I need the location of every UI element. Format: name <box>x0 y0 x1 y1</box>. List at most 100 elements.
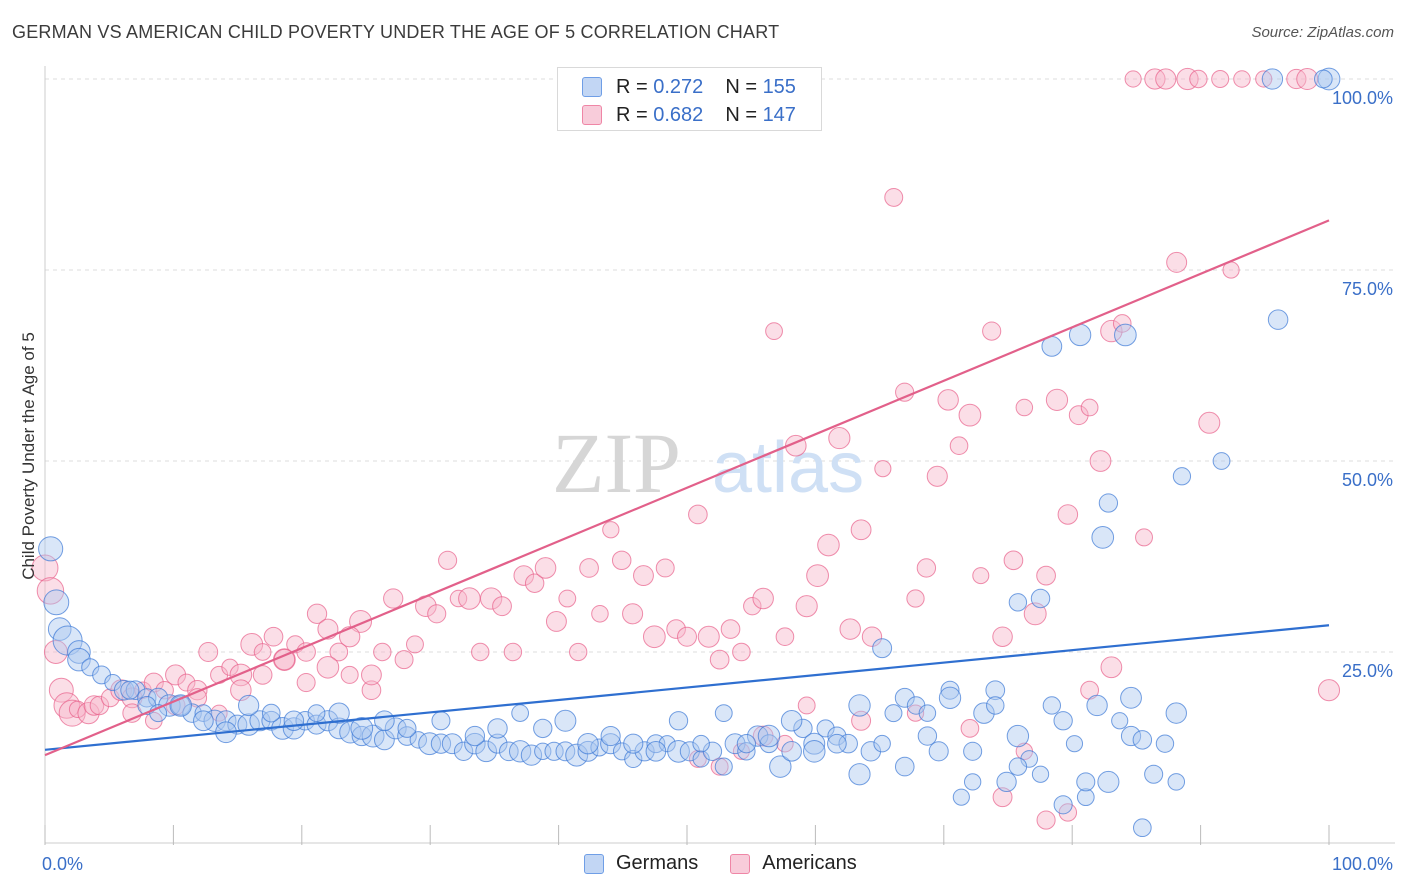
americans-point <box>229 663 253 687</box>
germans-point <box>238 694 260 717</box>
n-label: N = <box>725 75 757 98</box>
germans-point <box>475 740 498 763</box>
legend-row-germans: R = 0.272 N = 155 <box>558 73 796 101</box>
x-tick-label: 0.0% <box>42 854 83 874</box>
germans-point <box>645 740 667 762</box>
germans-point <box>1172 467 1192 486</box>
americans-point <box>1135 528 1153 547</box>
germans-point <box>793 718 813 739</box>
americans-point <box>406 635 424 654</box>
americans-point <box>329 642 349 662</box>
germans-point <box>554 709 577 732</box>
germans-point <box>986 696 1005 715</box>
americans-point <box>992 626 1013 647</box>
germans-point <box>487 718 508 739</box>
germans-point <box>361 724 385 748</box>
americans-point <box>492 596 512 617</box>
americans-point <box>1155 68 1177 90</box>
germans-legend-label: Germans <box>616 852 699 874</box>
germans-point <box>940 680 960 700</box>
americans-point <box>655 558 675 578</box>
americans-point <box>937 389 959 411</box>
americans-point <box>926 465 948 487</box>
germans-point <box>692 734 710 753</box>
americans-point <box>48 677 74 703</box>
americans-point <box>1036 810 1056 830</box>
americans-point <box>177 673 196 692</box>
germans-point <box>104 673 122 692</box>
americans-point <box>340 665 359 684</box>
germans-point <box>81 658 100 677</box>
germans-point <box>1086 694 1108 717</box>
germans-point <box>963 773 982 791</box>
americans-swatch <box>582 105 602 125</box>
americans-point <box>992 787 1013 808</box>
germans-point <box>1261 68 1284 90</box>
germans-point <box>1008 757 1028 776</box>
germans-point <box>384 717 407 740</box>
americans-point <box>534 557 557 579</box>
americans-point <box>1100 319 1123 343</box>
americans-point <box>709 649 730 670</box>
germans-point <box>1120 725 1142 747</box>
americans-point <box>817 533 840 557</box>
y-tick-label: 75.0% <box>1342 279 1393 299</box>
trend-lines <box>44 219 1330 757</box>
americans-point <box>1003 550 1024 571</box>
americans-point <box>240 632 264 656</box>
germans-point <box>692 750 710 768</box>
americans-legend-swatch <box>730 853 751 874</box>
correlation-legend: R = 0.272 N = 155 R = 0.682 N = 147 <box>557 67 822 131</box>
germans-point <box>261 703 281 723</box>
americans-point <box>752 587 774 610</box>
americans-points <box>31 67 1341 830</box>
germans-point <box>1065 735 1084 753</box>
germans-point <box>668 711 689 731</box>
americans-point <box>558 589 577 608</box>
americans-point <box>765 322 783 341</box>
americans-point <box>1233 70 1251 88</box>
americans-point <box>1124 70 1142 88</box>
americans-point <box>949 436 969 456</box>
americans-point <box>89 695 110 716</box>
germans-point <box>1165 702 1187 724</box>
americans-point <box>1112 314 1132 333</box>
americans-point <box>795 595 818 618</box>
americans-point <box>1189 69 1208 89</box>
americans-point <box>958 403 982 427</box>
n-value-americans: 147 <box>762 103 796 126</box>
americans-point <box>471 642 490 662</box>
americans-point <box>1211 69 1230 89</box>
germans-point <box>973 702 995 724</box>
americans-point <box>31 554 59 582</box>
germans-point <box>137 688 157 708</box>
americans-point <box>1057 504 1079 525</box>
germans-point <box>1132 730 1153 750</box>
americans-point <box>916 558 937 578</box>
americans-point <box>545 610 567 632</box>
germans-point <box>928 741 949 762</box>
germans-point <box>952 788 970 806</box>
germans-point <box>985 680 1006 701</box>
americans-point <box>697 625 720 648</box>
germans-point <box>1008 593 1028 612</box>
americans-point <box>1023 602 1047 626</box>
germans-point <box>1006 724 1030 748</box>
germans-point <box>1114 323 1137 347</box>
germans-point <box>1167 773 1186 791</box>
americans-point <box>797 696 816 715</box>
americans-point <box>187 680 208 701</box>
americans-point <box>361 664 382 686</box>
germans-point <box>894 756 915 777</box>
americans-trend-line <box>44 219 1330 757</box>
americans-point <box>1100 656 1123 679</box>
germans-point <box>872 638 893 659</box>
americans-point <box>373 642 392 662</box>
germans-point <box>724 733 746 755</box>
americans-point <box>1036 565 1056 586</box>
grid <box>45 78 1395 653</box>
germans-point <box>397 718 417 738</box>
germans-point <box>634 741 655 762</box>
germans-point <box>963 741 983 761</box>
germans-point <box>918 704 937 722</box>
